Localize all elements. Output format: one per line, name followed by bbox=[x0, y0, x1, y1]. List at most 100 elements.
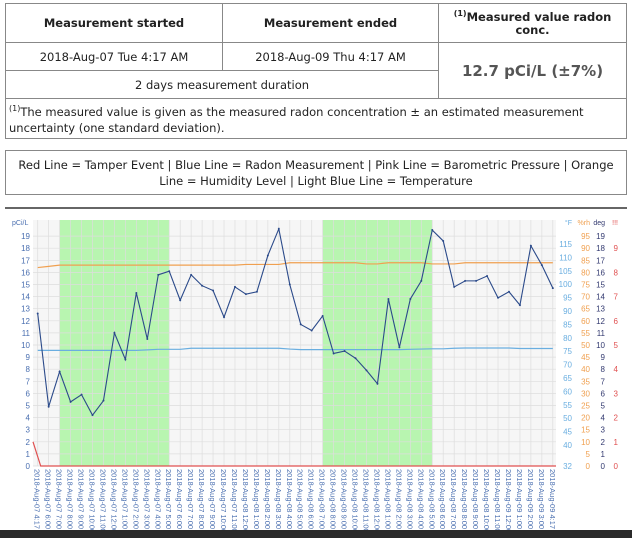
y-tick-label: 12 bbox=[21, 317, 30, 326]
radon-point bbox=[332, 352, 335, 355]
right-axis-tick: 2 bbox=[614, 414, 619, 423]
right-axis-tick: 3 bbox=[601, 426, 606, 435]
right-axis-tick: 2 bbox=[601, 438, 606, 447]
radon-point bbox=[102, 399, 105, 402]
radon-point bbox=[277, 227, 280, 230]
radon-point bbox=[310, 329, 313, 332]
x-tick-label: 2018-Aug-08 4:00 bbox=[416, 469, 425, 529]
x-tick-label: 2018-Aug-08 7:00 bbox=[449, 469, 458, 529]
y-tick-label: 1 bbox=[26, 450, 31, 459]
x-tick-label: 2018-Aug-07 1:00 bbox=[120, 469, 129, 529]
right-axis-tick: 0 bbox=[586, 462, 591, 471]
divider bbox=[5, 207, 627, 209]
right-axis-tick: 40 bbox=[563, 441, 572, 450]
right-axis-tick: 15 bbox=[596, 281, 605, 290]
x-tick-label: 2018-Aug-07 10:00 bbox=[88, 469, 97, 530]
right-axis-tick: 8 bbox=[601, 365, 606, 374]
x-tick-label: 2018-Aug-09 12:00 bbox=[504, 469, 513, 530]
series-line-tamper-event bbox=[32, 441, 556, 467]
right-axis-tick: 80 bbox=[563, 334, 572, 343]
x-tick-label: 2018-Aug-08 12:00 bbox=[241, 469, 250, 530]
y-tick-label: 2 bbox=[26, 438, 31, 447]
x-tick-label: 2018-Aug-08 10:00 bbox=[482, 469, 491, 530]
x-tick-label: 2018-Aug-07 9:00 bbox=[77, 469, 86, 529]
radon-point bbox=[409, 298, 412, 301]
right-axis-tick: 45 bbox=[581, 353, 590, 362]
right-axis-tick: 110 bbox=[559, 253, 572, 262]
radon-point bbox=[529, 244, 532, 247]
right-axis-tick: 65 bbox=[563, 374, 572, 383]
right-axis-tick: 95 bbox=[581, 232, 590, 241]
right-axis-tick: 35 bbox=[581, 377, 590, 386]
y-tick-label: 0 bbox=[26, 462, 31, 471]
radon-point bbox=[387, 298, 390, 301]
right-axis-label: %rh bbox=[578, 220, 591, 227]
radon-point bbox=[453, 285, 456, 288]
radon-point bbox=[431, 229, 434, 232]
radon-point bbox=[486, 275, 489, 278]
x-tick-label: 2018-Aug-09 1:00 bbox=[515, 469, 524, 529]
radon-point bbox=[255, 290, 258, 293]
radon-point bbox=[551, 287, 554, 290]
footer-bar bbox=[0, 530, 632, 538]
radon-value: 12.7 pCi/L (±7%) bbox=[438, 42, 627, 99]
right-axis-tick: 17 bbox=[596, 256, 605, 265]
right-axis-tick: 8 bbox=[614, 268, 619, 277]
y-tick-label: 11 bbox=[22, 329, 31, 338]
series-line-radon-measurement bbox=[37, 226, 554, 417]
radon-point bbox=[36, 312, 39, 315]
right-axis-label: !!! bbox=[612, 220, 618, 227]
right-axis-tick: 6 bbox=[601, 389, 606, 398]
right-axis-tick: 3 bbox=[614, 389, 619, 398]
radon-point bbox=[354, 357, 357, 360]
x-tick-label: 2018-Aug-08 6:00 bbox=[307, 469, 316, 529]
x-tick-label: 2018-Aug-08 2:00 bbox=[263, 469, 272, 529]
started-header: Measurement started bbox=[5, 3, 223, 43]
right-axis-tick: 7 bbox=[614, 293, 619, 302]
y-tick-label: 3 bbox=[26, 426, 31, 435]
x-tick-label: 2018-Aug-08 6:00 bbox=[438, 469, 447, 529]
radon-point bbox=[420, 279, 423, 282]
x-tick-label: 2018-Aug-08 7:00 bbox=[318, 469, 327, 529]
radon-point bbox=[135, 291, 138, 294]
y-tick-label: 7 bbox=[26, 377, 31, 386]
right-axis-tick: 11 bbox=[597, 329, 606, 338]
x-tick-label: 2018-Aug-08 2:00 bbox=[394, 469, 403, 529]
radon-point bbox=[497, 296, 500, 299]
right-axis-tick: 80 bbox=[581, 268, 590, 277]
x-tick-label: 2018-Aug-07 12:00 bbox=[109, 469, 118, 530]
right-axis-tick: 70 bbox=[581, 293, 590, 302]
x-tick-label: 2018-Aug-07 6:00 bbox=[44, 469, 53, 529]
y-tick-label: 8 bbox=[26, 365, 31, 374]
radon-point bbox=[124, 358, 127, 361]
right-axis-tick: 60 bbox=[581, 317, 590, 326]
x-tick-label: 2018-Aug-08 8:00 bbox=[460, 469, 469, 529]
right-axis-tick: 0 bbox=[614, 462, 619, 471]
x-tick-label: 2018-Aug-07 7:00 bbox=[186, 469, 195, 529]
x-tick-label: 2018-Aug-07 5:00 bbox=[164, 469, 173, 529]
x-tick-label: 2018-Aug-07 4:17 bbox=[33, 469, 42, 529]
x-tick-label: 2018-Aug-09 2:00 bbox=[526, 469, 535, 529]
radon-point bbox=[518, 304, 521, 307]
radon-point bbox=[91, 414, 94, 417]
right-axis-tick: 55 bbox=[581, 329, 590, 338]
right-axis-tick: 7 bbox=[601, 377, 606, 386]
x-tick-label: 2018-Aug-07 4:00 bbox=[153, 469, 162, 529]
y-tick-label: 6 bbox=[26, 389, 31, 398]
duration: 2 days measurement duration bbox=[5, 70, 439, 99]
radon-point bbox=[223, 316, 226, 319]
series-line-temperature bbox=[37, 347, 553, 352]
right-axis-tick: 90 bbox=[581, 244, 590, 253]
measurement-summary-table: Measurement started Measurement ended (1… bbox=[5, 3, 627, 139]
x-tick-label: 2018-Aug-07 8:00 bbox=[66, 469, 75, 529]
y-tick-label: 15 bbox=[21, 281, 30, 290]
radon-point bbox=[58, 370, 61, 373]
right-axis-tick: 5 bbox=[601, 402, 606, 411]
y-tick-label: 16 bbox=[21, 268, 30, 277]
x-tick-label: 2018-Aug-08 3:00 bbox=[405, 469, 414, 529]
x-tick-label: 2018-Aug-07 2:00 bbox=[131, 469, 140, 529]
right-axis-tick: 40 bbox=[581, 365, 590, 374]
footnote: (1)The measured value is given as the me… bbox=[5, 98, 627, 139]
right-axis-tick: 9 bbox=[614, 244, 619, 253]
radon-chart: pCi/L0123456789101112131415161718192018-… bbox=[12, 219, 619, 530]
